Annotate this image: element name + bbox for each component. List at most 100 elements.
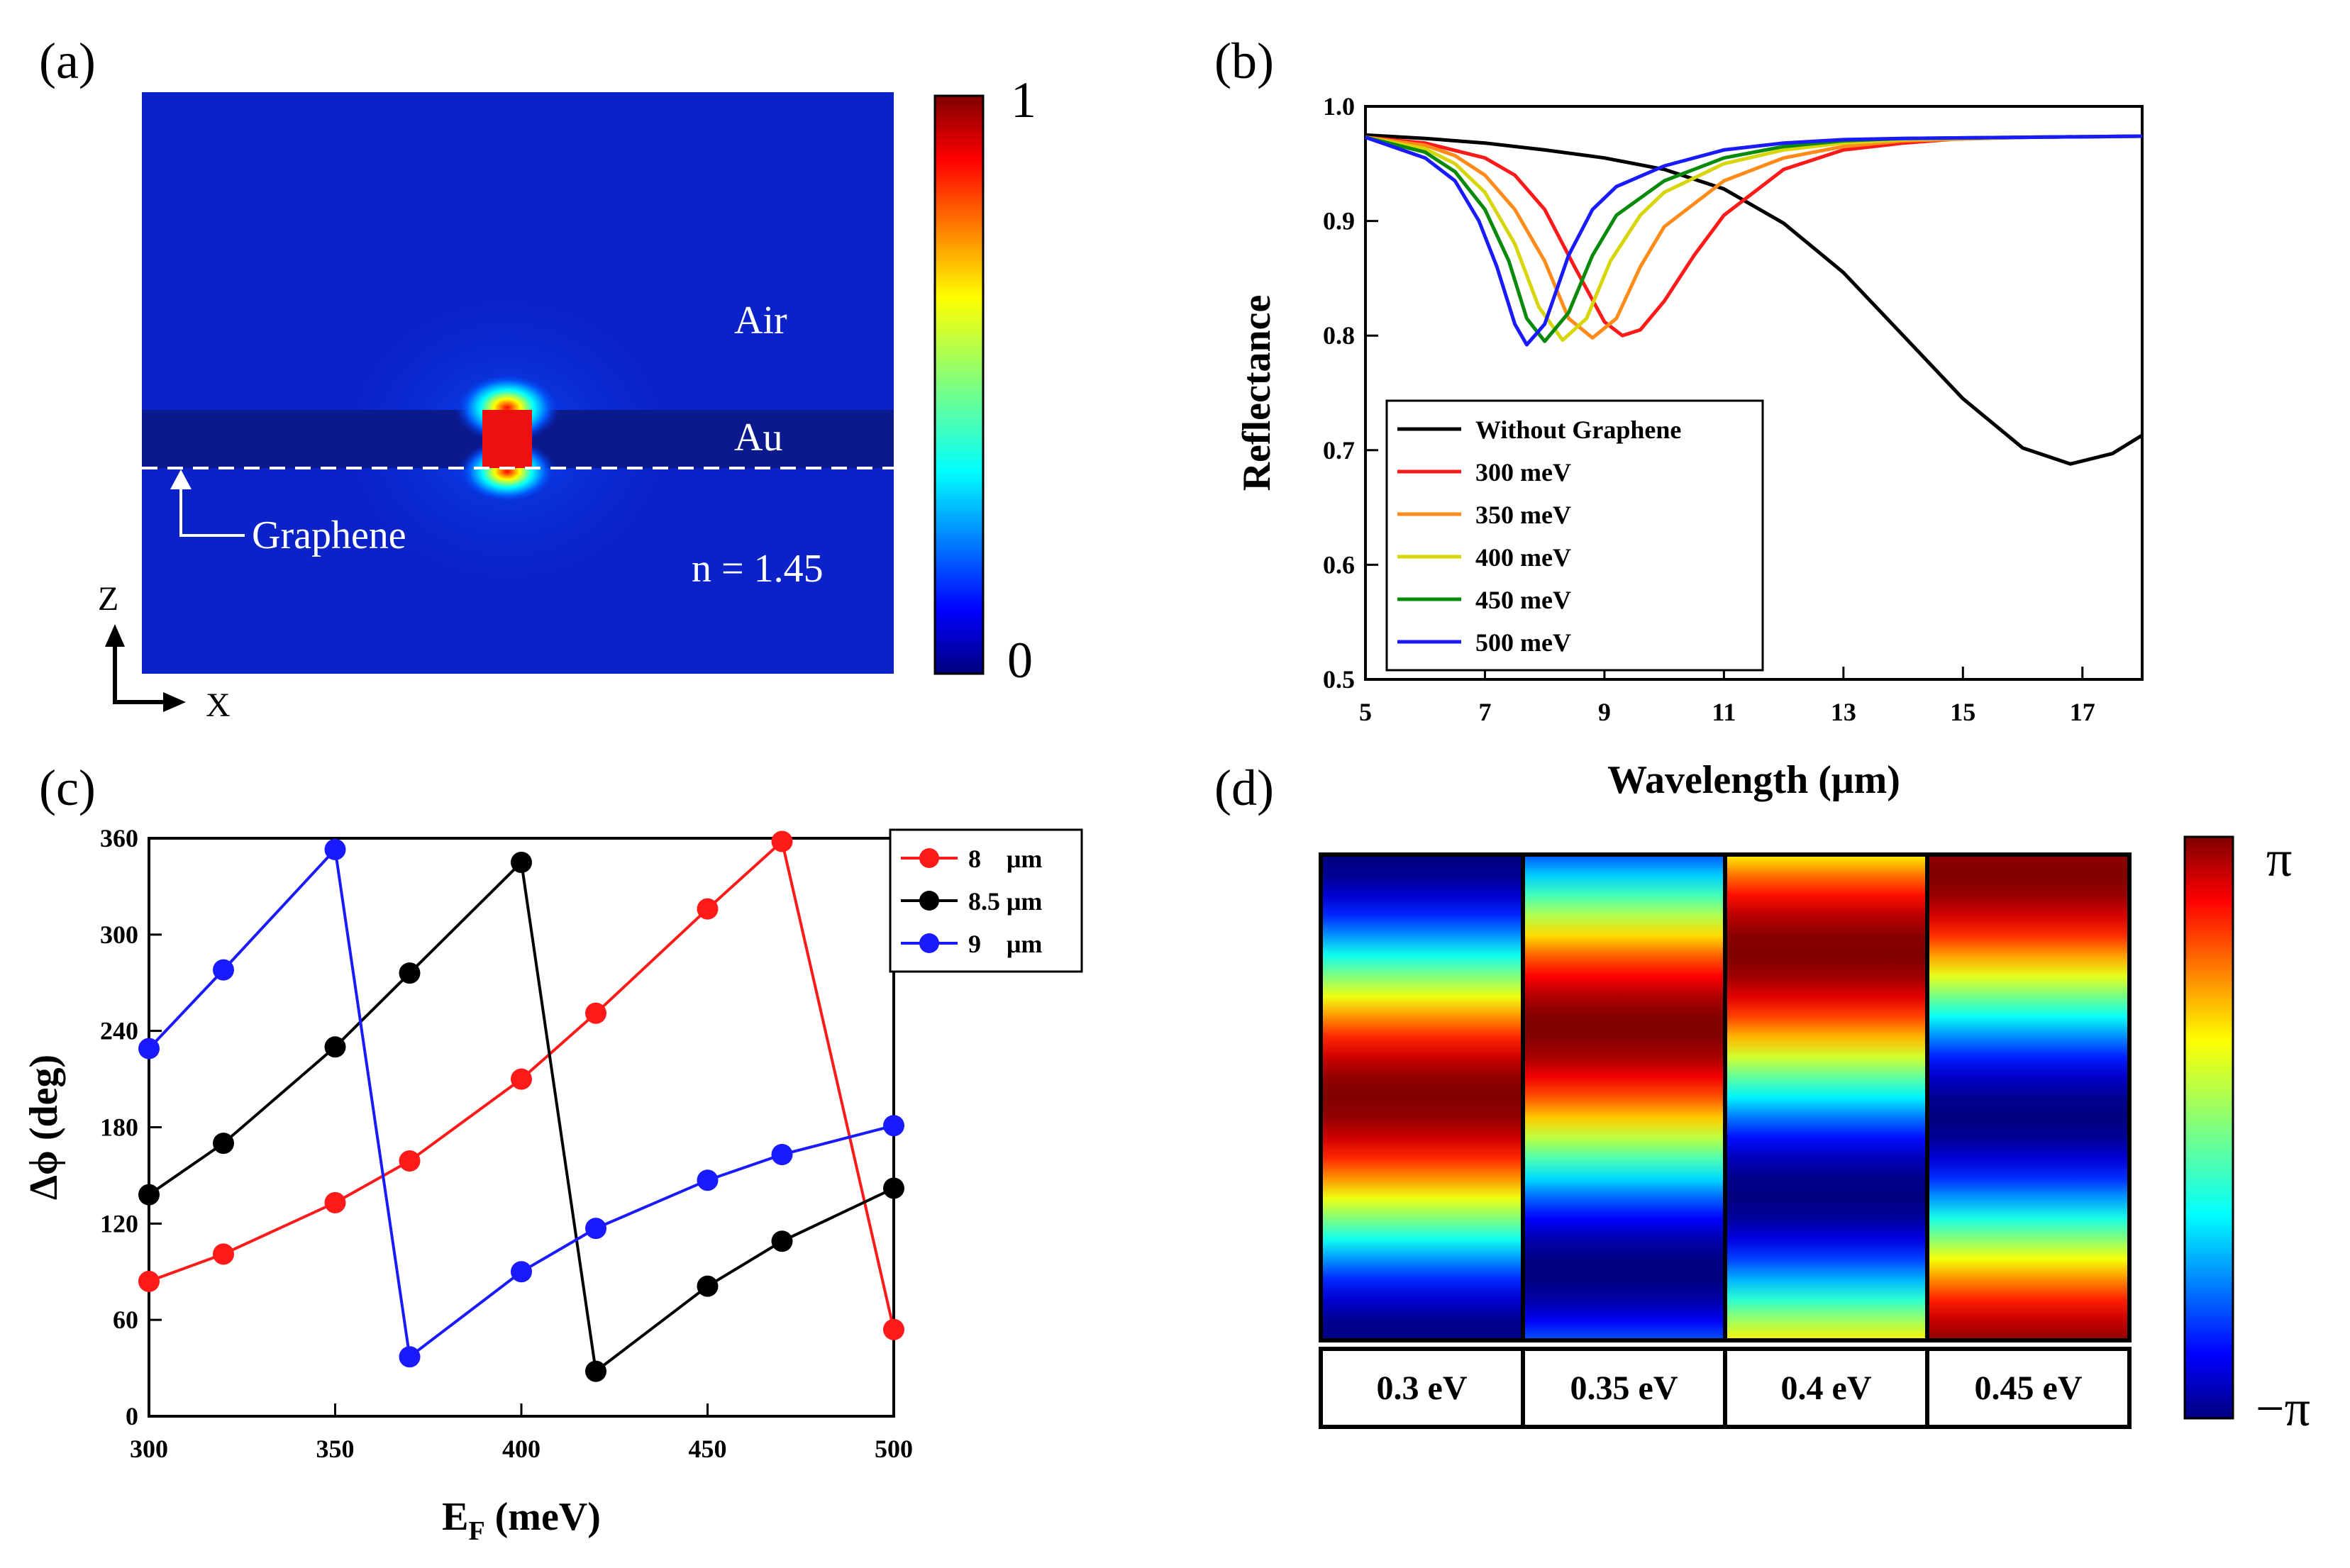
y-axis-title: Reflectance [1235, 295, 1279, 491]
series-line [1365, 134, 2143, 340]
x-tick-label: 17 [2070, 698, 2095, 726]
plot-frame [148, 837, 895, 1418]
data-point [585, 1218, 606, 1240]
data-point [138, 1038, 160, 1060]
data-point [883, 1318, 904, 1340]
x-tick-label: 15 [1950, 698, 1975, 726]
phase-column-label: 0.3 eV [1377, 1369, 1468, 1407]
field-colorbar [933, 94, 985, 675]
au-label: Au [734, 416, 782, 460]
y-tick-label: 0.6 [1323, 550, 1355, 579]
legend-entry: 350 meV [1475, 501, 1571, 529]
legend-box [1385, 399, 1764, 672]
graphene-label: Graphene [252, 513, 406, 557]
phase-colorbar-min-label: −π [2256, 1380, 2310, 1437]
legend-entry: 300 meV [1475, 458, 1571, 486]
y-tick-label: 60 [113, 1306, 138, 1334]
colorbar-max-label: 1 [1011, 72, 1036, 128]
legend-entry: 500 meV [1475, 628, 1571, 657]
data-point [511, 1261, 532, 1283]
x-tick-label: 5 [1359, 698, 1372, 726]
x-axis-title: EF (meV) [442, 1495, 601, 1546]
y-tick-label: 1.0 [1323, 92, 1355, 121]
data-point [213, 959, 234, 981]
z-axis-label: Z [98, 580, 118, 618]
y-tick-label: 300 [100, 921, 138, 949]
phase-column [1319, 852, 1525, 1342]
y-tick-label: 0.5 [1323, 665, 1355, 694]
data-point [399, 962, 421, 984]
legend-entry: 400 meV [1475, 543, 1571, 572]
x-tick-label: 450 [689, 1435, 727, 1463]
data-point [771, 1143, 793, 1165]
series-line [1365, 134, 2143, 338]
x-tick-label: 9 [1598, 698, 1611, 726]
y-tick-label: 360 [100, 824, 138, 852]
legend-entry: 9 μm [968, 930, 1042, 958]
panel-d: (d) 0.3 eV 0.35 eV 0.4 eV 0.45 eV π −π [1214, 760, 2310, 1437]
data-point [138, 1184, 160, 1206]
panel-b: (b) 5 7 9 11 13 15 17 0.5 0.6 0.7 0.8 0.9 1.0 Wavelen… [1214, 33, 2144, 802]
phase-column [1521, 852, 1727, 1342]
colorbar-min-label: 0 [1007, 632, 1033, 689]
panel-d-label: (d) [1214, 760, 1274, 816]
y-tick-label: 180 [100, 1113, 138, 1142]
x-tick-label: 13 [1831, 698, 1856, 726]
data-point [697, 898, 719, 920]
data-point [399, 1150, 421, 1172]
graphene-pointer-arrow [179, 475, 245, 537]
x-axis-title: Wavelength (μm) [1607, 758, 1900, 802]
y-tick-label: 0 [126, 1402, 138, 1430]
legend-entry: 8 μm [968, 845, 1042, 873]
legend-marker [919, 848, 939, 868]
data-point [883, 1177, 904, 1199]
phase-column-label-box [1319, 1347, 1525, 1429]
data-point [511, 851, 532, 873]
data-point [883, 1115, 904, 1137]
data-point [213, 1133, 234, 1155]
phase-column-label: 0.4 eV [1781, 1369, 1872, 1407]
data-point [771, 830, 793, 852]
phase-column-label: 0.45 eV [1975, 1369, 2083, 1407]
phase-colorbar [2183, 835, 2234, 1420]
data-point [324, 838, 346, 860]
phase-column-label-box [1925, 1347, 2132, 1429]
y-tick-label: 0.8 [1323, 321, 1355, 350]
legend-entry: 8.5 μm [968, 887, 1042, 916]
phase-column [1925, 852, 2132, 1342]
graphene-pointer-arrowhead [170, 469, 192, 489]
data-point [511, 1068, 532, 1090]
phase-map: 0.3 eV 0.35 eV 0.4 eV 0.45 eV [1319, 852, 2132, 1429]
panel-c: (c) 300 350 400 450 500 0 60 120 180 240 300 360 EF … [22, 760, 1083, 1546]
phase-column [1723, 852, 1929, 1342]
x-axis-label: X [206, 686, 231, 724]
data-point [585, 1002, 606, 1024]
phase-column-label: 0.35 eV [1570, 1369, 1678, 1407]
series-line [1365, 133, 2144, 466]
x-tick-label: 7 [1478, 698, 1491, 726]
y-tick-label: 0.7 [1323, 436, 1355, 465]
y-tick-label: 240 [100, 1017, 138, 1045]
legend-entry: Without Graphene [1475, 416, 1681, 444]
reflectance-chart: 5 7 9 11 13 15 17 0.5 0.6 0.7 0.8 0.9 1.0 Wavelength … [1235, 92, 2144, 802]
series-line [1365, 134, 2143, 347]
z-axis-arrowhead [105, 624, 125, 647]
field-hotspot-top [454, 372, 560, 443]
data-point [585, 1360, 606, 1382]
phase-chart: 300 350 400 450 500 0 60 120 180 240 300 360 EF (meV… [22, 824, 1083, 1546]
panel-b-label: (b) [1214, 33, 1274, 89]
y-tick-label: 120 [100, 1209, 138, 1238]
series-line [148, 859, 894, 1374]
y-tick-label: 0.9 [1323, 207, 1355, 235]
data-point [324, 1036, 346, 1058]
x-tick-label: 500 [875, 1435, 913, 1463]
panel-a-label: (a) [39, 33, 96, 89]
x-axis-arrowhead [163, 692, 186, 712]
nano-slit-field [482, 410, 532, 468]
data-point [697, 1169, 719, 1191]
x-tick-label: 11 [1712, 698, 1736, 726]
data-point [399, 1346, 421, 1368]
data-point [138, 1270, 160, 1292]
x-tick-label: 300 [130, 1435, 168, 1463]
data-point [697, 1275, 719, 1297]
